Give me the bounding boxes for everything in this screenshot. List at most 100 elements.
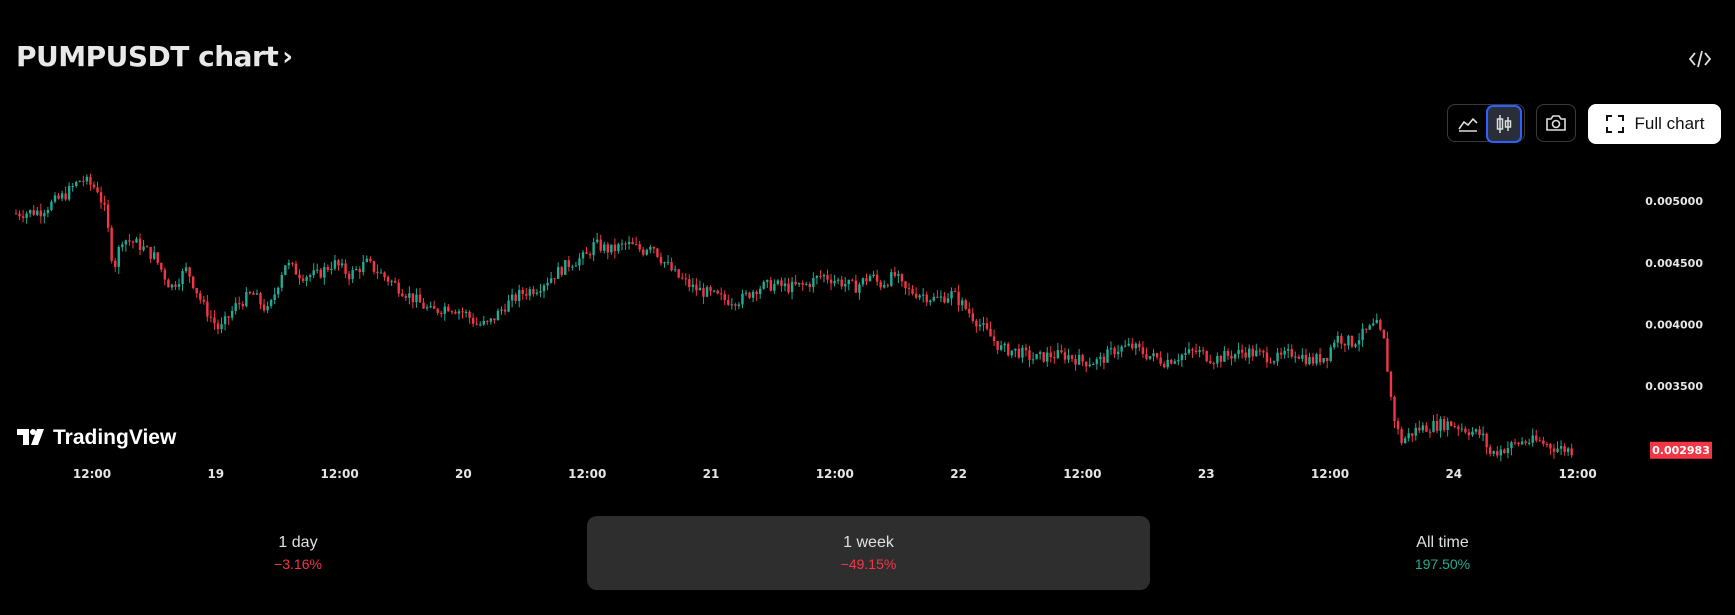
candle-body — [170, 284, 174, 288]
candle — [1286, 343, 1290, 359]
code-icon[interactable] — [1687, 46, 1713, 72]
candle — [1350, 335, 1354, 349]
candle-body — [167, 279, 170, 288]
candle-body — [415, 294, 418, 303]
candle-body — [1510, 442, 1513, 449]
candle — [1510, 440, 1513, 456]
candle-body — [1556, 448, 1559, 452]
candle-body — [479, 324, 482, 326]
candle-body — [1077, 354, 1081, 365]
candle — [1056, 342, 1060, 359]
candle — [560, 265, 563, 278]
candle — [1237, 342, 1240, 359]
candle — [1333, 339, 1336, 350]
area-chart-button[interactable] — [1450, 107, 1486, 141]
candle — [666, 255, 670, 266]
full-chart-button[interactable]: Full chart — [1588, 104, 1721, 144]
candle-body — [330, 268, 333, 270]
candle — [106, 199, 110, 232]
candle — [1201, 346, 1205, 355]
candle — [21, 209, 25, 223]
candle — [174, 281, 177, 290]
candle-body — [567, 260, 571, 267]
candle — [1520, 437, 1524, 446]
candle — [1485, 432, 1488, 455]
candle-body — [1017, 348, 1021, 358]
candle — [500, 306, 503, 315]
candle-body — [634, 244, 638, 246]
candle — [673, 265, 677, 273]
candle-body — [1478, 429, 1481, 436]
snapshot-button[interactable] — [1536, 104, 1576, 142]
candle — [532, 285, 535, 297]
candle — [1067, 348, 1070, 364]
area-chart-icon — [1458, 117, 1478, 132]
candle-body — [500, 309, 503, 311]
period-all-time[interactable]: All time 197.50% — [1150, 516, 1735, 590]
candle-body — [606, 244, 610, 253]
candle — [702, 283, 705, 304]
candle-body — [1552, 448, 1556, 452]
period-change: −3.16% — [274, 556, 322, 572]
candle — [1081, 353, 1084, 367]
candle — [397, 279, 400, 297]
candle — [96, 181, 99, 194]
candle — [514, 292, 517, 304]
candle-body — [755, 291, 758, 294]
candle-body — [1120, 346, 1123, 352]
candle — [1113, 346, 1116, 359]
candle-body — [202, 299, 206, 302]
candle — [872, 271, 875, 278]
candle — [294, 260, 298, 275]
candle — [71, 183, 74, 192]
candle — [1294, 351, 1297, 363]
candle-body — [1481, 433, 1485, 436]
candle-body — [1311, 357, 1315, 364]
candle-body — [673, 269, 677, 271]
candle-body — [1272, 361, 1276, 363]
candle-body — [1279, 352, 1283, 355]
candle-body — [255, 293, 259, 295]
candle-body — [975, 320, 978, 327]
candle-body — [929, 300, 932, 303]
candle — [67, 182, 71, 202]
candle-body — [1276, 352, 1279, 362]
candle-body — [386, 277, 390, 282]
chart-title-text[interactable]: PUMPUSDT chart — [16, 40, 279, 73]
candle — [564, 259, 567, 276]
candle-body — [872, 274, 875, 277]
candle-body — [542, 285, 546, 292]
candle-body — [1297, 356, 1301, 359]
candlestick-button[interactable] — [1486, 105, 1522, 143]
candle-body — [911, 288, 914, 294]
candle-body — [1457, 426, 1460, 430]
candle — [1474, 428, 1478, 435]
tradingview-logo[interactable]: TradingView — [17, 426, 176, 450]
candle — [617, 242, 620, 254]
candle-body — [982, 323, 985, 325]
candle-body — [1439, 419, 1442, 431]
candle-body — [1085, 361, 1088, 367]
candle — [496, 308, 500, 321]
candle — [829, 273, 833, 291]
candle — [301, 274, 305, 283]
candle — [847, 279, 850, 291]
candle-body — [645, 249, 648, 255]
last-price-badge — [1650, 441, 1712, 459]
page-title[interactable]: PUMPUSDT chart › — [16, 40, 293, 73]
period-1-week[interactable]: 1 week −49.15% — [587, 516, 1150, 590]
candle-body — [1333, 342, 1336, 348]
candle — [631, 237, 634, 245]
period-1-day[interactable]: 1 day −3.16% — [0, 516, 596, 590]
price-chart[interactable]: 0.005000 0.004500 0.004000 0.003500 0.002983… — [0, 150, 1735, 490]
candle — [284, 265, 287, 276]
candle-body — [248, 291, 252, 294]
candle — [1265, 346, 1269, 368]
candle-body — [833, 280, 836, 284]
candle — [365, 255, 369, 263]
candle — [1542, 436, 1545, 447]
candle-body — [1325, 358, 1329, 361]
candle — [1403, 436, 1407, 444]
candle-body — [1198, 350, 1201, 353]
candle — [610, 244, 613, 255]
